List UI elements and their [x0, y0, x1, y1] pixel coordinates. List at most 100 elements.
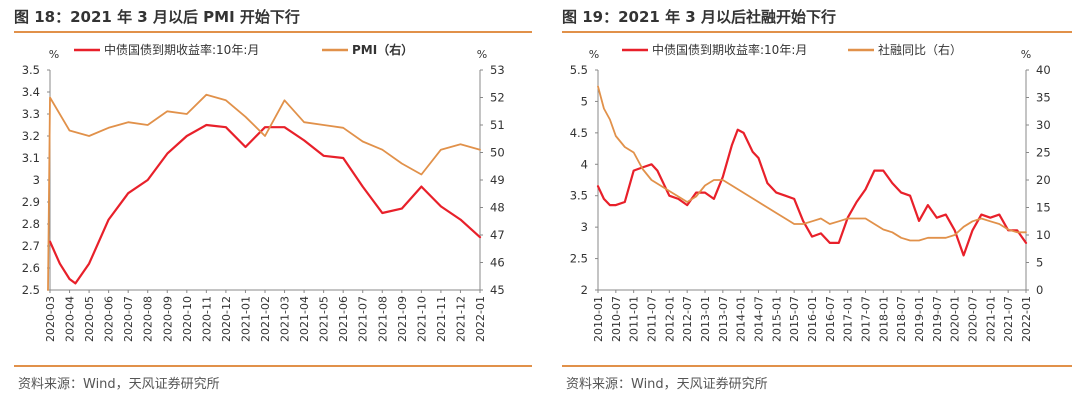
x-tick-label: 2021-05 — [318, 296, 331, 342]
x-tick-label: 2019-01 — [913, 296, 926, 342]
y-tick-label-right: 51 — [490, 118, 505, 132]
legend-label: 中债国债到期收益率:10年:月 — [652, 42, 807, 57]
y-tick-label-right: 46 — [490, 256, 505, 270]
x-tick-label: 2021-02 — [259, 296, 272, 342]
x-tick-label: 2021-01 — [984, 296, 997, 342]
x-tick-label: 2020-04 — [64, 296, 77, 342]
y-tick-label-left: 4 — [581, 157, 588, 171]
source-note: 资料来源：Wind，天风证券研究所 — [18, 377, 220, 392]
x-tick-label: 2010-07 — [610, 296, 623, 342]
y-tick-label-left: 3.4 — [22, 85, 40, 99]
y-tick-label-left: 5.5 — [570, 63, 588, 77]
x-tick-label: 2020-07 — [122, 296, 135, 342]
title-rule — [14, 31, 532, 33]
x-tick-label: 2020-10 — [181, 296, 194, 342]
source-rule — [562, 365, 1072, 367]
y-tick-label-left: 2.9 — [22, 195, 40, 209]
line-chart: % % 2 2.5 3 3.5 4 4.5 5 5.5 0 5 10 15 20 25 30 35 40 2010-0… — [570, 42, 1051, 342]
series-line-right-axis — [47, 93, 481, 291]
y-axis-right-unit: % — [1021, 48, 1031, 61]
y-tick-label-right: 20 — [1036, 173, 1051, 187]
y-tick-label-right: 15 — [1036, 201, 1051, 215]
y-tick-label-right: 47 — [490, 228, 505, 242]
y-axis-right-unit: % — [477, 48, 487, 61]
legend-label: 中债国债到期收益率:10年:月 — [104, 42, 259, 57]
y-tick-label-right: 48 — [490, 201, 505, 215]
x-tick-label: 2021-01 — [239, 296, 252, 342]
y-tick-label-left: 3.3 — [22, 107, 40, 121]
x-tick-label: 2020-03 — [44, 296, 57, 342]
x-tick-label: 2021-12 — [454, 296, 467, 342]
x-tick-label: 2020-01 — [949, 296, 962, 342]
series-line-right-axis — [597, 85, 1027, 242]
x-tick-label: 2013-07 — [717, 296, 730, 342]
x-tick-label: 2015-01 — [770, 296, 783, 342]
x-tick-label: 2022-01 — [1020, 296, 1033, 342]
x-tick-label: 2012-07 — [681, 296, 694, 342]
y-tick-label-left: 3 — [581, 220, 588, 234]
y-tick-label-right: 49 — [490, 173, 505, 187]
y-tick-label-left: 3.1 — [22, 151, 40, 165]
x-tick-label: 2020-09 — [161, 296, 174, 342]
y-axis-left-unit: % — [49, 48, 59, 61]
y-tick-label-left: 2 — [581, 283, 588, 297]
y-tick-label-left: 4.5 — [570, 126, 588, 140]
y-tick-label-left: 3.2 — [22, 129, 40, 143]
figure-title: 图 19：2021 年 3 月以后社融开始下行 — [562, 8, 836, 26]
x-tick-label: 2021-03 — [279, 296, 292, 342]
x-tick-label: 2018-01 — [877, 296, 890, 342]
legend-label: PMI（右） — [352, 42, 413, 57]
y-tick-label-left: 2.7 — [22, 239, 40, 253]
y-tick-label-left: 2.6 — [22, 261, 40, 275]
x-tick-label: 2019-07 — [931, 296, 944, 342]
x-tick-label: 2021-11 — [435, 296, 448, 342]
x-tick-label: 2021-09 — [396, 296, 409, 342]
y-tick-label-right: 30 — [1036, 118, 1051, 132]
y-tick-label-left: 3 — [33, 173, 40, 187]
x-tick-label: 2021-07 — [357, 296, 370, 342]
y-tick-label-right: 52 — [490, 91, 505, 105]
x-tick-label: 2018-07 — [895, 296, 908, 342]
chart-panel-left: 图 18：2021 年 3 月以后 PMI 开始下行 %% 2.5 2.6 2.7 2.… — [14, 8, 532, 392]
x-tick-label: 2012-01 — [663, 296, 676, 342]
y-tick-label-right: 45 — [490, 283, 505, 297]
y-tick-label-right: 0 — [1036, 283, 1043, 297]
x-tick-label: 2014-07 — [753, 296, 766, 342]
y-tick-label-right: 53 — [490, 63, 505, 77]
figure-title: 图 18：2021 年 3 月以后 PMI 开始下行 — [14, 8, 300, 26]
y-tick-label-right: 35 — [1036, 91, 1051, 105]
x-tick-label: 2020-06 — [103, 296, 116, 342]
y-tick-label-left: 2.8 — [22, 217, 40, 231]
x-tick-label: 2021-06 — [337, 296, 350, 342]
source-rule — [14, 365, 532, 367]
y-tick-label-left: 3.5 — [570, 189, 588, 203]
y-tick-label-right: 10 — [1036, 228, 1051, 242]
y-tick-label-left: 2.5 — [570, 252, 588, 266]
x-tick-label: 2011-07 — [646, 296, 659, 342]
chart-panel-right: 图 19：2021 年 3 月以后社融开始下行 %% 2 2.5 3 3.5 4 4.5 5 5… — [548, 0, 1080, 403]
x-tick-label: 2020-12 — [220, 296, 233, 342]
series-line-yield — [596, 128, 1028, 257]
x-tick-label: 2010-01 — [592, 296, 605, 342]
y-tick-label-right: 40 — [1036, 63, 1051, 77]
y-axis-left-unit: % — [589, 48, 599, 61]
x-tick-label: 2020-07 — [967, 296, 980, 342]
x-tick-label: 2016-01 — [806, 296, 819, 342]
x-tick-label: 2020-11 — [200, 296, 213, 342]
x-tick-label: 2021-08 — [376, 296, 389, 342]
y-tick-label-left: 3.5 — [22, 63, 40, 77]
x-tick-label: 2022-01 — [474, 296, 487, 342]
x-tick-label: 2016-07 — [824, 296, 837, 342]
x-tick-label: 2021-04 — [298, 296, 311, 342]
x-tick-label: 2021-07 — [1002, 296, 1015, 342]
x-tick-label: 2014-01 — [735, 296, 748, 342]
x-tick-label: 2017-01 — [842, 296, 855, 342]
x-tick-label: 2017-07 — [860, 296, 873, 342]
title-rule — [562, 31, 1072, 33]
y-tick-label-left: 5 — [581, 94, 588, 108]
x-tick-label: 2020-08 — [142, 296, 155, 342]
series-line-yield — [48, 123, 482, 285]
x-tick-label: 2013-01 — [699, 296, 712, 342]
y-tick-label-right: 50 — [490, 146, 505, 160]
x-tick-label: 2021-10 — [415, 296, 428, 342]
